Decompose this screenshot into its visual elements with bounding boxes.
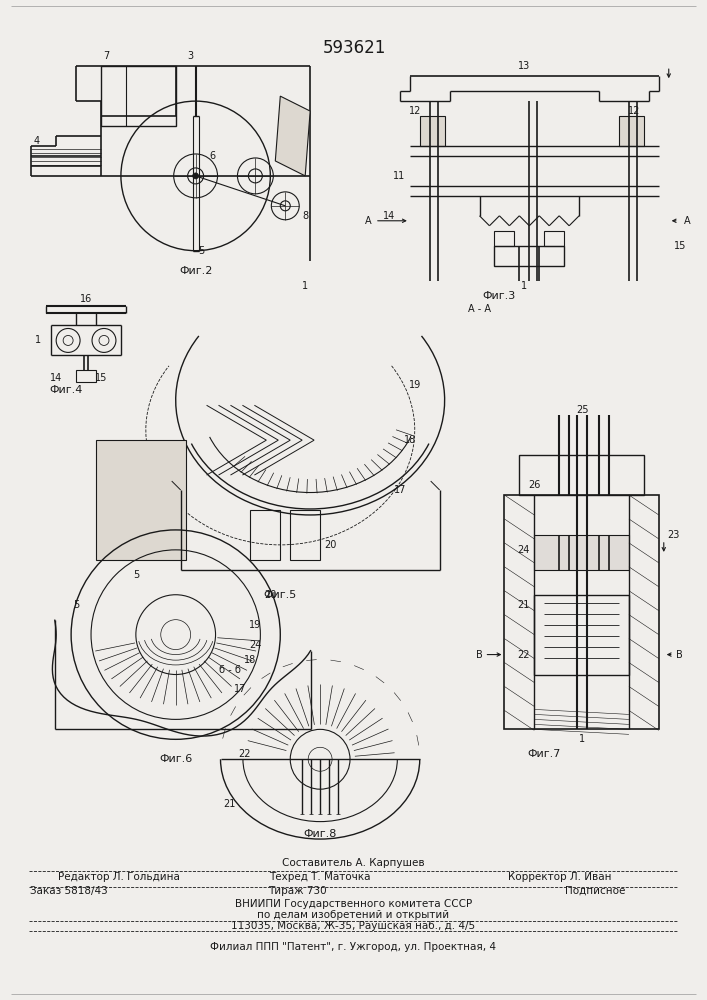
Polygon shape xyxy=(275,96,310,176)
Text: 24: 24 xyxy=(249,640,262,650)
Text: 20: 20 xyxy=(324,540,337,550)
Text: 15: 15 xyxy=(95,373,107,383)
Text: 7: 7 xyxy=(103,51,109,61)
Text: ВНИИПИ Государственного комитета СССР: ВНИИПИ Государственного комитета СССР xyxy=(235,899,472,909)
Bar xyxy=(619,116,644,146)
Text: 24: 24 xyxy=(517,545,530,555)
Text: 5: 5 xyxy=(133,570,139,580)
Text: 1: 1 xyxy=(579,734,585,744)
Text: 19: 19 xyxy=(409,380,421,390)
Text: A - A: A - A xyxy=(468,304,491,314)
Text: 12: 12 xyxy=(409,106,421,116)
Text: 18: 18 xyxy=(245,655,257,665)
Text: 593621: 593621 xyxy=(322,39,386,57)
Text: B: B xyxy=(676,650,682,660)
Text: 1: 1 xyxy=(521,281,527,291)
Text: 13: 13 xyxy=(518,61,530,71)
Text: B: B xyxy=(476,650,482,660)
Text: по делам изобретений и открытий: по делам изобретений и открытий xyxy=(257,910,450,920)
Text: 21: 21 xyxy=(517,600,530,610)
Bar xyxy=(250,510,280,560)
Text: 6: 6 xyxy=(209,151,216,161)
Text: 5: 5 xyxy=(73,600,79,610)
Text: Подписное: Подписное xyxy=(565,886,625,896)
Text: 20: 20 xyxy=(264,590,276,600)
Text: б - б: б - б xyxy=(219,665,242,675)
Text: 1: 1 xyxy=(35,335,41,345)
Bar xyxy=(520,455,644,495)
Text: Фиг.2: Фиг.2 xyxy=(179,266,212,276)
Bar xyxy=(494,246,564,266)
Text: Филиал ППП "Патент", г. Ужгород, ул. Проектная, 4: Филиал ППП "Патент", г. Ужгород, ул. Про… xyxy=(211,942,496,952)
Bar xyxy=(101,66,176,126)
Text: 4: 4 xyxy=(33,136,40,146)
Bar xyxy=(534,535,629,570)
Text: 1: 1 xyxy=(302,281,308,291)
Text: 11: 11 xyxy=(392,171,405,181)
Bar xyxy=(534,595,629,675)
Text: Фиг.5: Фиг.5 xyxy=(264,590,297,600)
Text: 19: 19 xyxy=(250,620,262,630)
Text: A: A xyxy=(366,216,372,226)
Text: Фиг.4: Фиг.4 xyxy=(49,385,83,395)
Text: 14: 14 xyxy=(382,211,395,221)
Bar xyxy=(420,116,445,146)
Text: Тираж 730: Тираж 730 xyxy=(268,886,327,896)
Text: 3: 3 xyxy=(187,51,194,61)
Bar xyxy=(544,231,564,246)
Bar xyxy=(291,510,320,560)
Text: 23: 23 xyxy=(667,530,679,540)
Text: 25: 25 xyxy=(575,405,588,415)
Bar xyxy=(96,440,186,560)
Text: Фиг.6: Фиг.6 xyxy=(159,754,192,764)
Text: 18: 18 xyxy=(404,435,416,445)
Text: Корректор Л. Иван: Корректор Л. Иван xyxy=(508,872,612,882)
Text: 17: 17 xyxy=(394,485,406,495)
Text: Фиг.3: Фиг.3 xyxy=(483,291,516,301)
Text: 26: 26 xyxy=(528,480,540,490)
Text: Техред Т. Маточка: Техред Т. Маточка xyxy=(269,872,370,882)
Circle shape xyxy=(192,173,199,179)
Text: 113035, Москва, Ж-35, Раушская наб., д. 4/5: 113035, Москва, Ж-35, Раушская наб., д. … xyxy=(231,921,476,931)
Text: 8: 8 xyxy=(302,211,308,221)
Text: 5: 5 xyxy=(199,246,205,256)
Text: A: A xyxy=(684,216,690,226)
Text: 16: 16 xyxy=(80,294,92,304)
Text: Фиг.8: Фиг.8 xyxy=(303,829,337,839)
Bar xyxy=(504,495,659,729)
Text: 12: 12 xyxy=(628,106,640,116)
Text: Составитель А. Карпушев: Составитель А. Карпушев xyxy=(282,858,425,868)
Text: Заказ 5818/43: Заказ 5818/43 xyxy=(30,886,107,896)
Text: 22: 22 xyxy=(517,650,530,660)
Text: 14: 14 xyxy=(50,373,62,383)
Text: 15: 15 xyxy=(674,241,686,251)
Text: Редактор Л. Гольдина: Редактор Л. Гольдина xyxy=(58,872,180,882)
Text: 17: 17 xyxy=(234,684,247,694)
Text: Фиг.7: Фиг.7 xyxy=(527,749,561,759)
Bar xyxy=(494,231,515,246)
Bar xyxy=(76,370,96,382)
Text: 21: 21 xyxy=(223,799,235,809)
Text: 22: 22 xyxy=(238,749,250,759)
